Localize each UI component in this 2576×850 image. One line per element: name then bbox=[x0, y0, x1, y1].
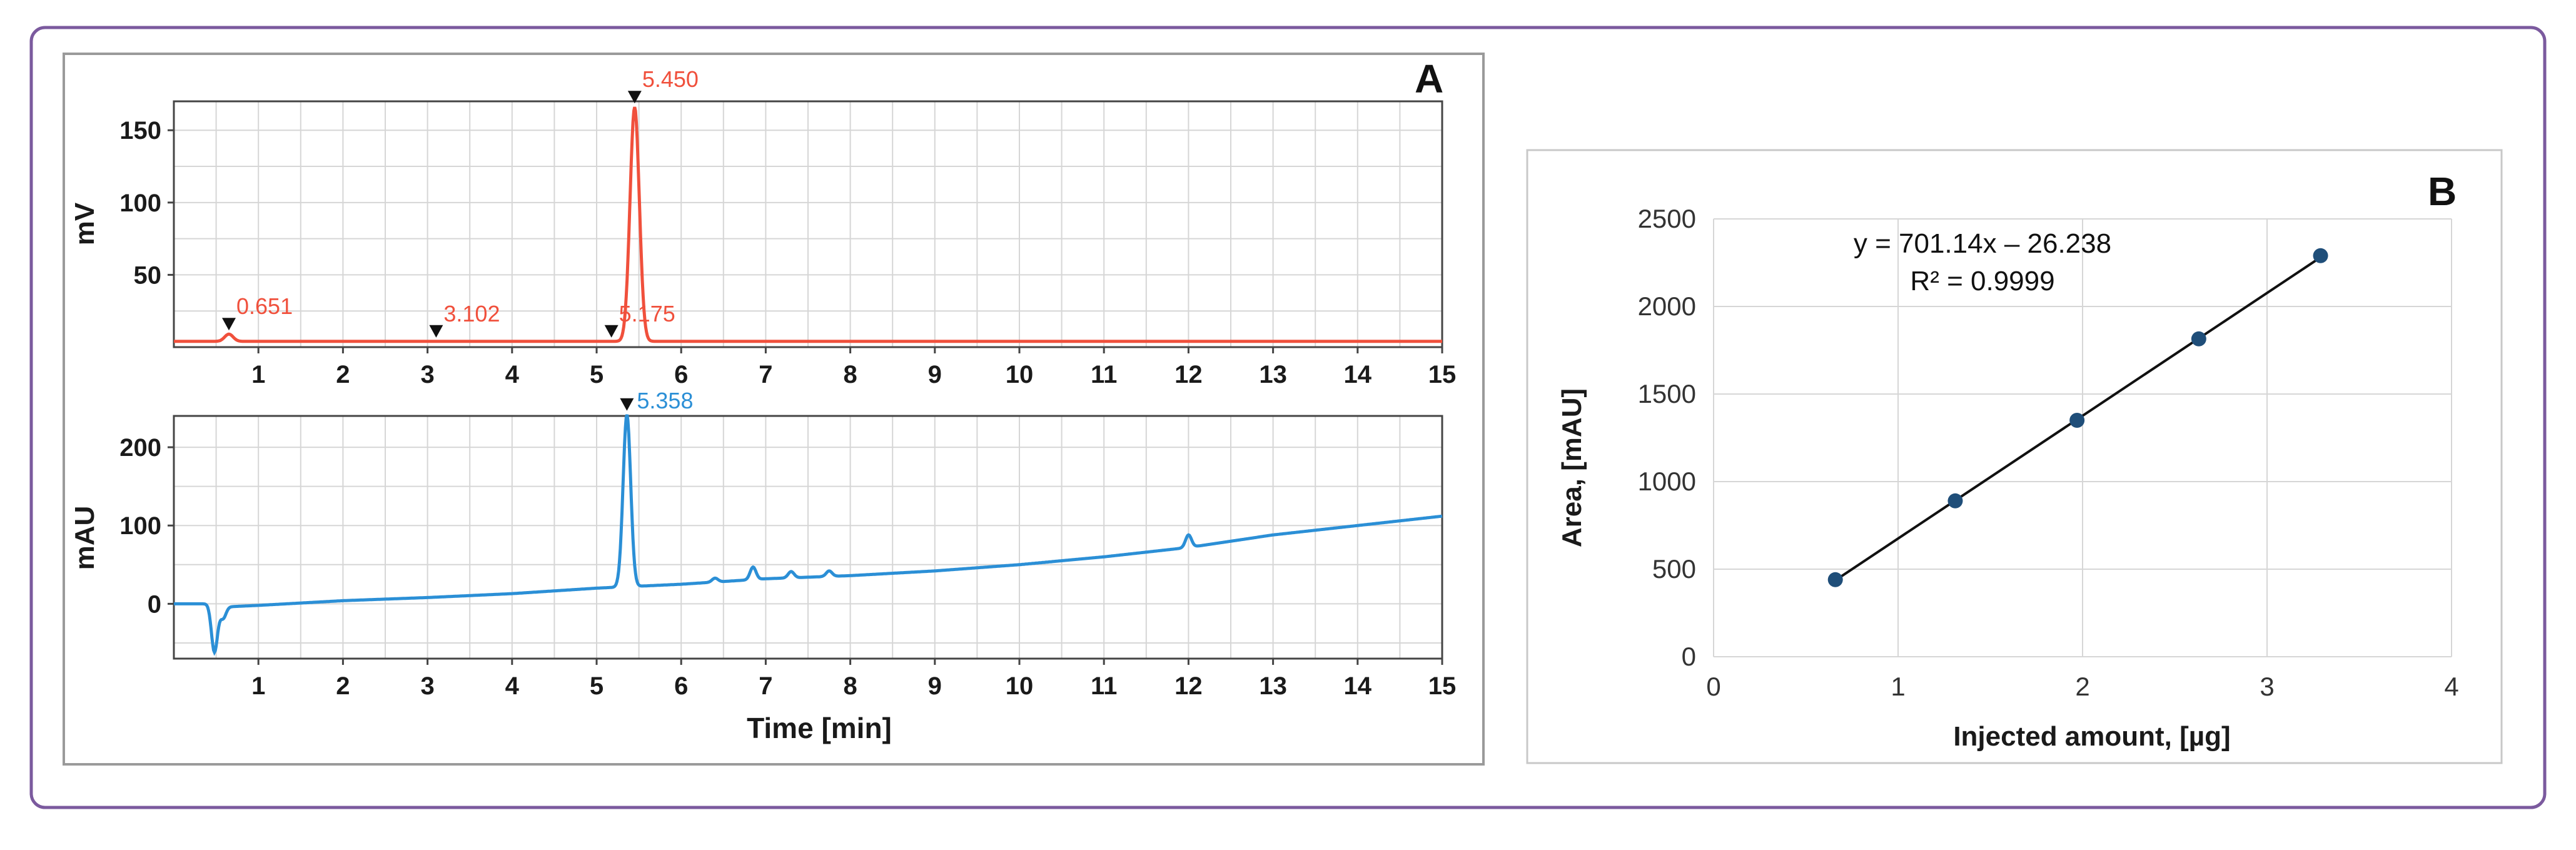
calibration-point bbox=[1947, 493, 1963, 508]
calibration-points bbox=[1827, 248, 2328, 587]
top-peak-label: 3.102 bbox=[443, 301, 500, 326]
top-plot-frame bbox=[173, 100, 1443, 348]
panel-b-border bbox=[1526, 149, 2503, 764]
bottom-x-tick-label: 13 bbox=[1259, 672, 1287, 700]
bottom-x-tick-label: 3 bbox=[420, 672, 434, 700]
top-x-tick-label: 11 bbox=[1091, 361, 1117, 388]
top-y-tick-label: 150 bbox=[119, 117, 161, 144]
calibration-y-tick-label: 500 bbox=[1652, 554, 1696, 584]
calibration-equation: y = 701.14x – 26.238 bbox=[1854, 228, 2111, 259]
bottom-grid bbox=[174, 416, 1442, 659]
bottom-x-axis-label: Time [min] bbox=[747, 712, 892, 744]
top-x-tick-label: 14 bbox=[1344, 361, 1372, 388]
bottom-y-tick-label: 200 bbox=[119, 434, 161, 462]
bottom-y-axis-label: mAU bbox=[69, 506, 100, 570]
top-peak-marker bbox=[627, 91, 642, 104]
calibration-point bbox=[2313, 248, 2328, 263]
top-x-tick-label: 10 bbox=[1006, 361, 1034, 388]
calibration-point bbox=[2069, 413, 2085, 428]
bottom-trace-line bbox=[174, 414, 1443, 656]
bottom-x-tick-label: 10 bbox=[1006, 672, 1034, 700]
calibration-tick-labels: 0 1 2 3 4 0 500 1000 1500 2000 2500 bbox=[1638, 204, 2459, 701]
calibration-x-tick-label: 3 bbox=[2260, 672, 2274, 701]
bottom-peak-label: 5.358 bbox=[637, 388, 693, 413]
top-x-tick-label: 8 bbox=[843, 361, 857, 388]
calibration-x-tick-label: 4 bbox=[2444, 672, 2458, 701]
calibration-x-axis-label: Injected amount, [µg] bbox=[1953, 721, 2230, 752]
top-peak-marker bbox=[429, 325, 443, 338]
top-x-tick-label: 1 bbox=[251, 361, 265, 388]
bottom-x-tick-label: 1 bbox=[251, 672, 265, 700]
bottom-plot-frame bbox=[173, 415, 1443, 660]
top-x-tick-label: 3 bbox=[420, 361, 434, 388]
bottom-x-tick-label: 6 bbox=[674, 672, 688, 700]
bottom-x-tick-label: 4 bbox=[505, 672, 520, 700]
bottom-x-tick-label: 8 bbox=[843, 672, 857, 700]
bottom-peak-markers: 5.358 bbox=[620, 388, 693, 413]
bottom-x-tick-label: 5 bbox=[590, 672, 604, 700]
calibration-x-tick-label: 0 bbox=[1706, 672, 1720, 701]
top-x-tick-label: 12 bbox=[1174, 361, 1203, 388]
bottom-x-tick-label: 11 bbox=[1091, 672, 1117, 700]
bottom-x-tick-label: 2 bbox=[336, 672, 350, 700]
top-y-axis-label: mV bbox=[69, 202, 100, 245]
top-x-tick-label: 13 bbox=[1259, 361, 1287, 388]
calibration-y-tick-label: 1500 bbox=[1638, 379, 1696, 408]
calibration-y-tick-label: 2000 bbox=[1638, 291, 1696, 321]
calibration-point bbox=[1827, 572, 1843, 587]
panel-b-letter: B bbox=[2428, 169, 2457, 214]
bottom-y-tick-label: 0 bbox=[148, 590, 161, 618]
top-x-tick-label: 2 bbox=[336, 361, 350, 388]
calibration-x-tick-label: 2 bbox=[2075, 672, 2089, 701]
bottom-x-tick-label: 7 bbox=[759, 672, 772, 700]
calibration-r-squared: R² = 0.9999 bbox=[1910, 266, 2054, 296]
top-grid bbox=[174, 101, 1442, 348]
top-peak-marker bbox=[604, 325, 619, 338]
top-peak-marker bbox=[222, 318, 236, 331]
top-peak-label: 5.175 bbox=[619, 301, 675, 326]
panel-a-letter: A bbox=[1415, 56, 1443, 101]
top-trace-line bbox=[174, 106, 1442, 343]
bottom-x-tick-label: 14 bbox=[1344, 672, 1372, 700]
calibration-y-tick-label: 0 bbox=[1682, 642, 1696, 671]
top-x-tick-label: 6 bbox=[674, 361, 688, 388]
bottom-x-tick-label: 9 bbox=[928, 672, 942, 700]
calibration-grid bbox=[1713, 218, 2452, 657]
bottom-y-tick-label: 100 bbox=[119, 512, 161, 540]
top-x-tick-label: 15 bbox=[1428, 361, 1457, 388]
top-x-tick-label: 7 bbox=[759, 361, 772, 388]
top-peak-label: 5.450 bbox=[642, 66, 699, 92]
top-x-tick-label: 4 bbox=[505, 361, 520, 388]
top-peak-label: 0.651 bbox=[236, 293, 293, 319]
top-peak-markers: 0.651 3.102 5.175 5.450 bbox=[222, 66, 699, 338]
calibration-x-tick-label: 1 bbox=[1891, 672, 1905, 701]
top-x-tick-label: 5 bbox=[590, 361, 604, 388]
top-x-tick-label: 9 bbox=[928, 361, 942, 388]
calibration-y-tick-label: 1000 bbox=[1638, 467, 1696, 496]
calibration-y-axis-label: Area, [mAU] bbox=[1557, 388, 1587, 547]
top-y-tick-label: 50 bbox=[134, 261, 162, 289]
top-y-tick-label: 100 bbox=[119, 190, 161, 217]
bottom-x-tick-label: 15 bbox=[1428, 672, 1457, 700]
calibration-point bbox=[2191, 331, 2206, 347]
calibration-y-tick-label: 2500 bbox=[1638, 204, 1696, 233]
bottom-peak-marker bbox=[620, 398, 634, 411]
bottom-x-tick-label: 12 bbox=[1174, 672, 1203, 700]
